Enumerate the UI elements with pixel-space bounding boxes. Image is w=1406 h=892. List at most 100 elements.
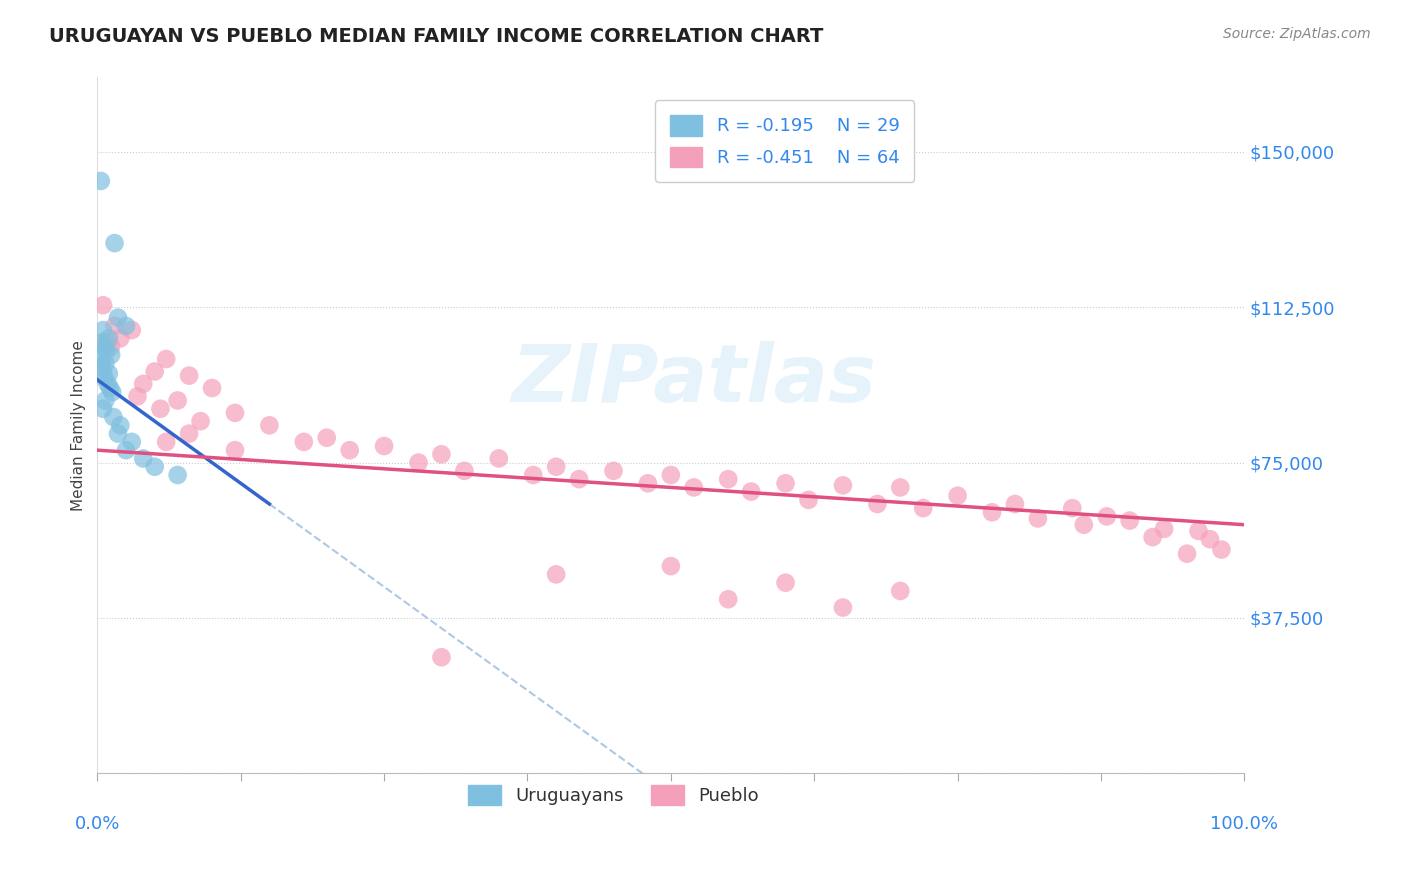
Point <box>717 592 740 607</box>
Point <box>98 381 121 395</box>
Point <box>1199 532 1222 546</box>
Point <box>1004 497 1026 511</box>
Point <box>107 310 129 325</box>
Point <box>143 364 166 378</box>
Point <box>103 318 125 333</box>
Point <box>91 364 114 378</box>
Point <box>96 335 118 350</box>
Point <box>1073 517 1095 532</box>
Point <box>430 447 453 461</box>
Point <box>94 393 117 408</box>
Point <box>1118 514 1140 528</box>
Point <box>832 478 855 492</box>
Point <box>889 480 911 494</box>
Point <box>97 331 120 345</box>
Point <box>568 472 591 486</box>
Point <box>127 389 149 403</box>
Point <box>93 370 115 384</box>
Point <box>373 439 395 453</box>
Point <box>91 298 114 312</box>
Point <box>832 600 855 615</box>
Point <box>179 368 201 383</box>
Point <box>797 492 820 507</box>
Text: 100.0%: 100.0% <box>1211 815 1278 833</box>
Point <box>717 472 740 486</box>
Point <box>90 352 112 367</box>
Point <box>110 331 132 345</box>
Point <box>1062 501 1084 516</box>
Point <box>201 381 224 395</box>
Point <box>155 352 177 367</box>
Point <box>637 476 659 491</box>
Y-axis label: Median Family Income: Median Family Income <box>72 340 86 511</box>
Point <box>1026 511 1049 525</box>
Point <box>190 414 212 428</box>
Point <box>775 575 797 590</box>
Legend: Uruguayans, Pueblo: Uruguayans, Pueblo <box>454 770 773 820</box>
Point <box>132 376 155 391</box>
Point <box>1142 530 1164 544</box>
Point <box>90 174 112 188</box>
Point <box>107 426 129 441</box>
Point <box>96 343 118 358</box>
Point <box>115 443 138 458</box>
Point <box>889 584 911 599</box>
Point <box>100 340 122 354</box>
Point <box>100 348 122 362</box>
Point <box>775 476 797 491</box>
Point <box>740 484 762 499</box>
Point <box>97 376 120 391</box>
Point <box>1095 509 1118 524</box>
Point <box>179 426 201 441</box>
Point <box>546 567 568 582</box>
Point <box>408 456 430 470</box>
Point <box>103 410 125 425</box>
Point <box>682 480 704 494</box>
Point <box>522 468 544 483</box>
Text: Source: ZipAtlas.com: Source: ZipAtlas.com <box>1223 27 1371 41</box>
Point <box>224 443 246 458</box>
Text: ZIPatlas: ZIPatlas <box>512 341 876 418</box>
Point <box>602 464 624 478</box>
Point <box>110 418 132 433</box>
Point <box>93 340 115 354</box>
Point <box>1211 542 1233 557</box>
Point <box>166 393 188 408</box>
Point <box>101 385 124 400</box>
Point <box>91 401 114 416</box>
Point <box>166 468 188 483</box>
Point <box>546 459 568 474</box>
Point <box>121 434 143 449</box>
Point <box>1187 524 1209 538</box>
Point <box>132 451 155 466</box>
Point <box>149 401 172 416</box>
Point <box>97 367 120 381</box>
Point <box>315 431 337 445</box>
Point <box>94 356 117 370</box>
Point <box>121 323 143 337</box>
Point <box>91 335 114 350</box>
Point <box>292 434 315 449</box>
Point <box>866 497 889 511</box>
Point <box>659 468 682 483</box>
Point <box>430 650 453 665</box>
Point <box>259 418 281 433</box>
Text: 0.0%: 0.0% <box>75 815 120 833</box>
Point <box>115 318 138 333</box>
Point <box>488 451 510 466</box>
Point <box>946 489 969 503</box>
Point <box>981 505 1004 519</box>
Point <box>912 501 935 516</box>
Point <box>453 464 475 478</box>
Point <box>1153 522 1175 536</box>
Point <box>143 459 166 474</box>
Point <box>155 434 177 449</box>
Text: URUGUAYAN VS PUEBLO MEDIAN FAMILY INCOME CORRELATION CHART: URUGUAYAN VS PUEBLO MEDIAN FAMILY INCOME… <box>49 27 824 45</box>
Point <box>339 443 361 458</box>
Point <box>659 559 682 574</box>
Point <box>224 406 246 420</box>
Point <box>1175 547 1198 561</box>
Point <box>103 236 125 251</box>
Point <box>91 323 114 337</box>
Point <box>91 358 114 372</box>
